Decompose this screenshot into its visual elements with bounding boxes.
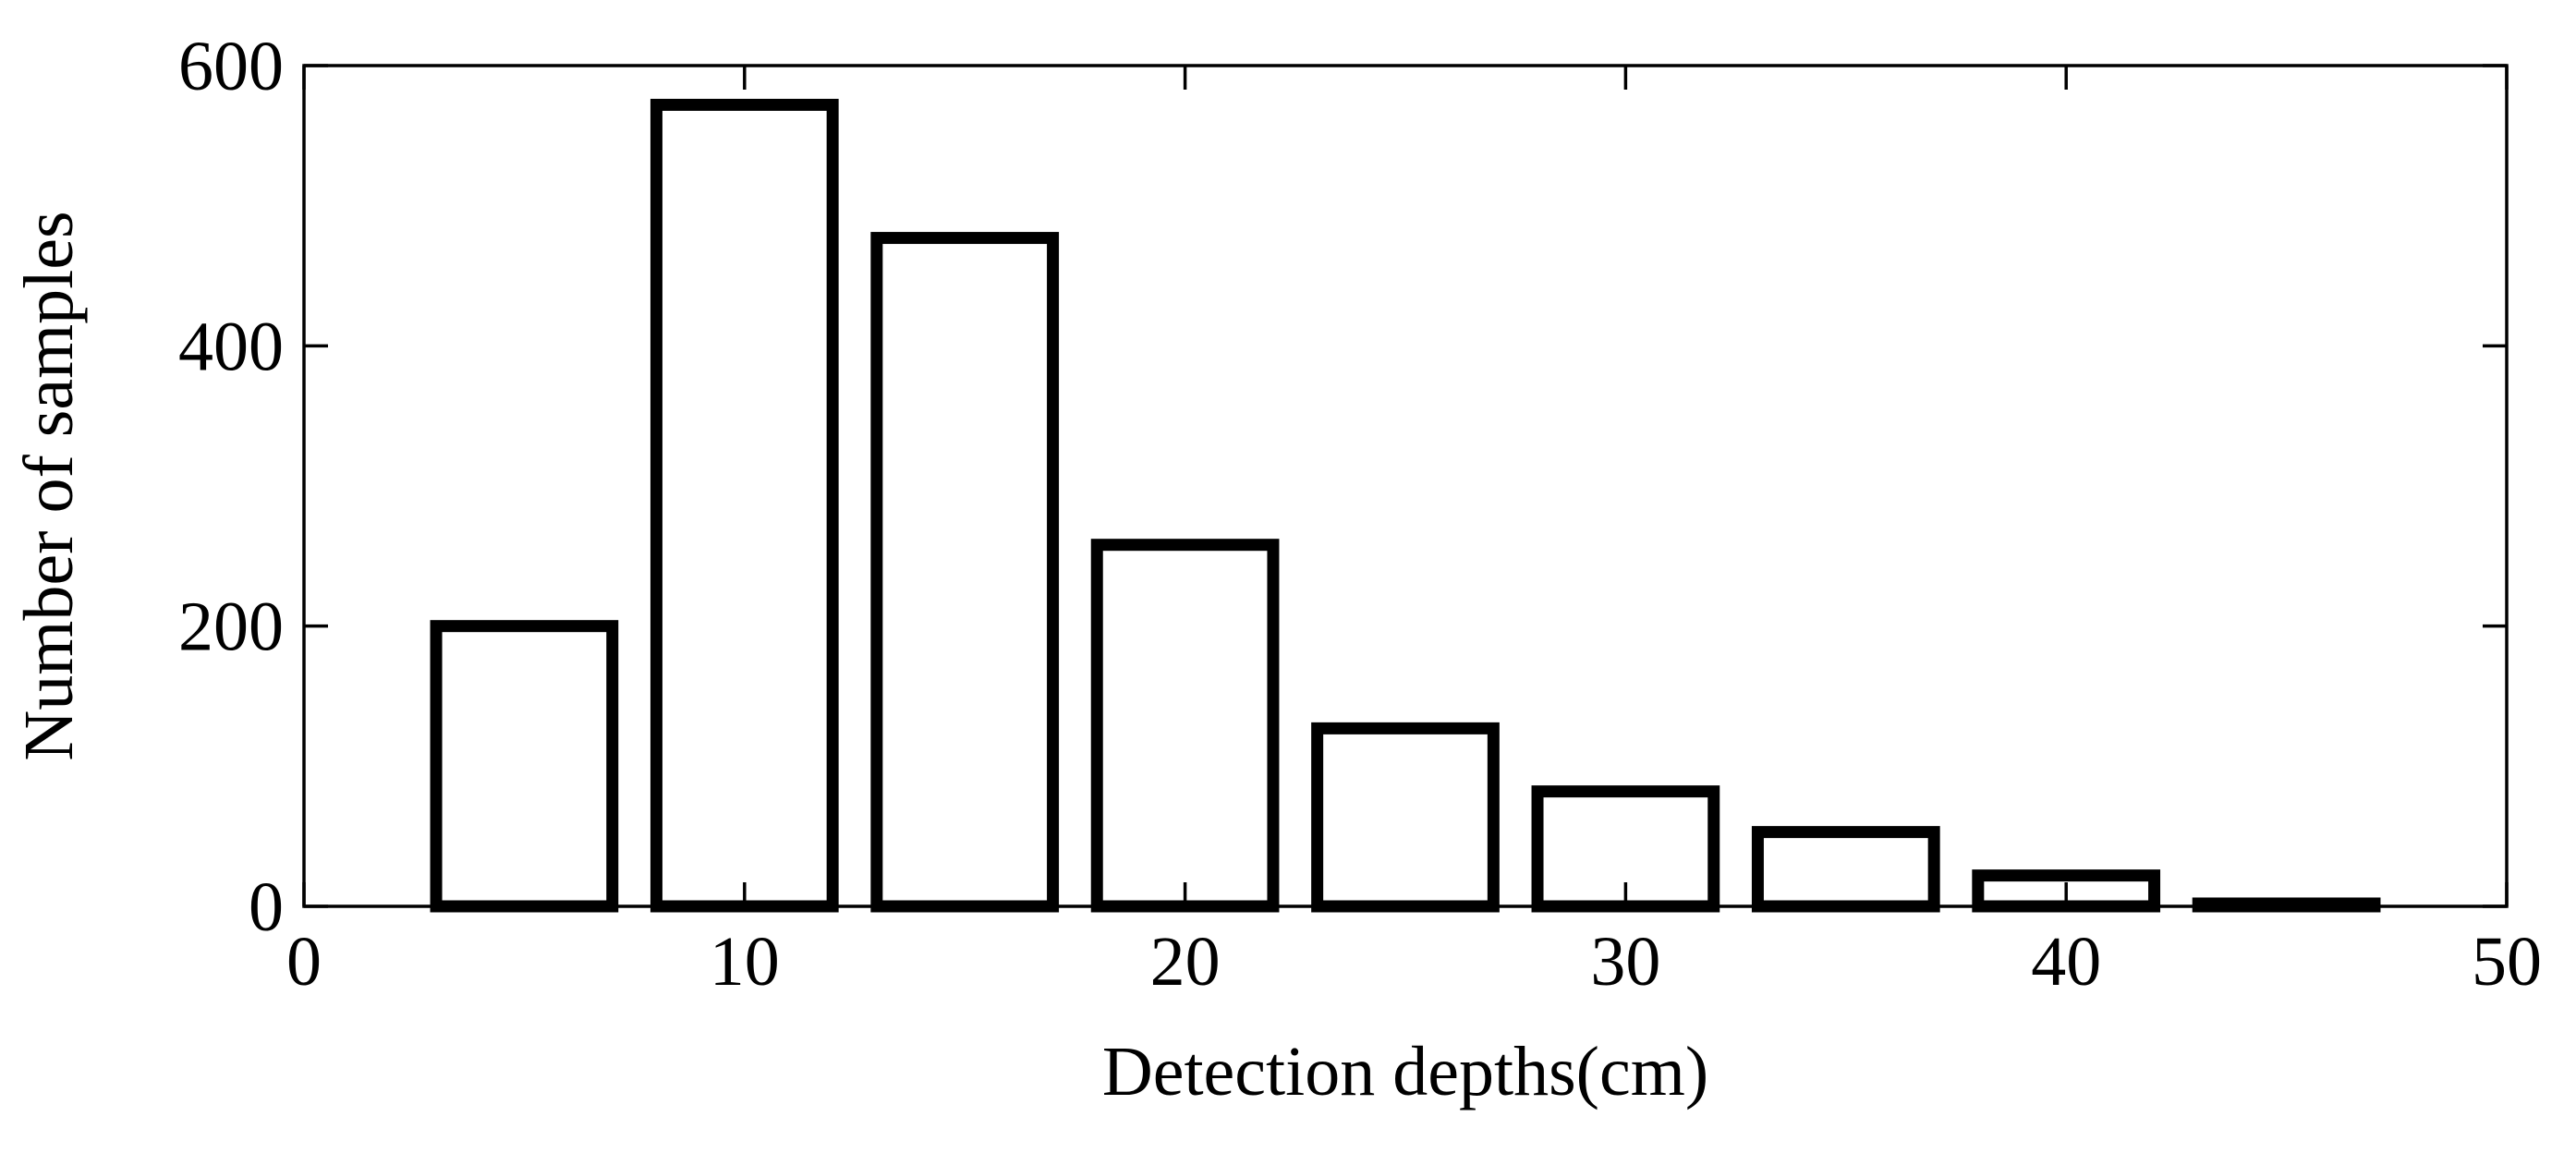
bar-20 [1090, 539, 1280, 913]
y-tick-label-600: 600 [178, 28, 284, 105]
x-axis-title: Detection depths(cm) [1102, 1033, 1708, 1111]
bar-25 [1311, 722, 1500, 913]
bar-5 [430, 620, 619, 913]
y-tick-label-0: 0 [249, 868, 284, 946]
plot-frame [302, 64, 2509, 908]
x-tick-label-40: 40 [2031, 923, 2101, 1001]
x-tick-label-0: 0 [286, 923, 322, 1001]
y-tick-label-400: 400 [178, 308, 284, 385]
y-axis-title: Number of samples [10, 211, 88, 760]
bar-10 [650, 98, 839, 913]
x-tick-label-50: 50 [2472, 923, 2542, 1001]
x-tick-label-20: 20 [1150, 923, 1221, 1001]
x-tick-label-30: 30 [1590, 923, 1660, 1001]
y-tick-label-200: 200 [178, 589, 284, 666]
bars-layer [430, 98, 2381, 913]
ticks-layer [302, 64, 2509, 908]
bar-35 [1751, 826, 1940, 913]
x-tick-label-10: 10 [710, 923, 780, 1001]
bar-15 [870, 232, 1060, 913]
tick-labels-layer: 0 10 20 30 40 50 0 200 400 600 [178, 28, 2542, 1001]
